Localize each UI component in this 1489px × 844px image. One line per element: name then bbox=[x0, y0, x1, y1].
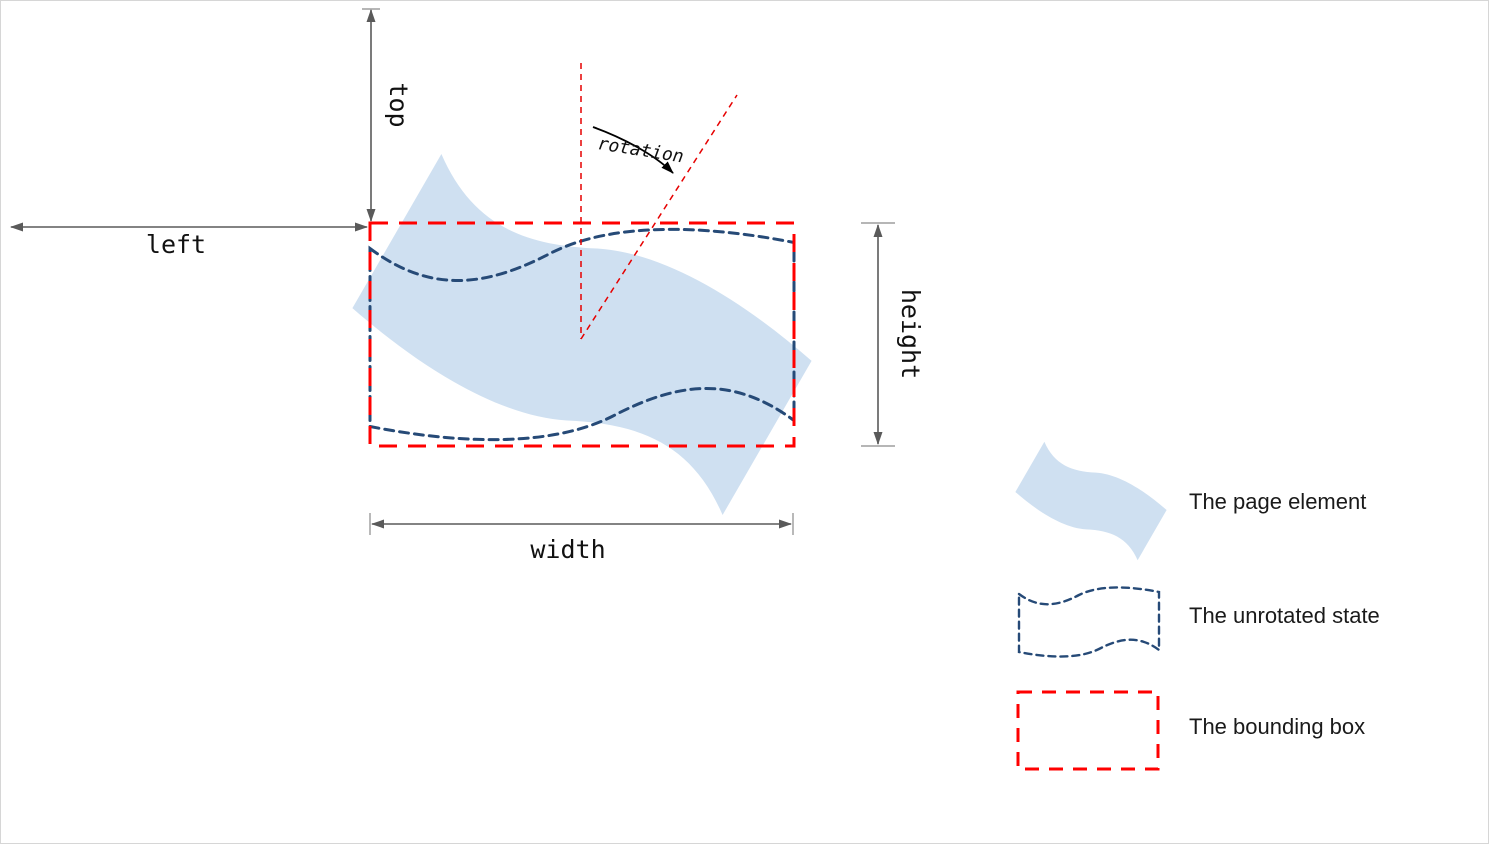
legend-page-element-label: The page element bbox=[1189, 489, 1366, 514]
legend: The page element The unrotated state The… bbox=[1013, 436, 1380, 771]
legend-bounding-box-swatch bbox=[1016, 690, 1160, 771]
legend-bounding-box-label: The bounding box bbox=[1189, 714, 1365, 739]
legend-unrotated-state-label: The unrotated state bbox=[1189, 603, 1380, 628]
top-label: top bbox=[384, 82, 413, 127]
bounding-box-rect bbox=[368, 221, 796, 448]
rotation-angle-line bbox=[580, 94, 738, 340]
rotation-label: rotation bbox=[596, 133, 685, 167]
rotation-arc-arrow bbox=[592, 126, 674, 174]
legend-unrotated-state-swatch bbox=[1017, 586, 1161, 658]
height-label: height bbox=[896, 289, 925, 379]
legend-page-element-swatch bbox=[1013, 436, 1169, 566]
page-element-shape bbox=[345, 137, 819, 532]
width-label: width bbox=[530, 535, 605, 564]
left-label: left bbox=[146, 230, 206, 259]
